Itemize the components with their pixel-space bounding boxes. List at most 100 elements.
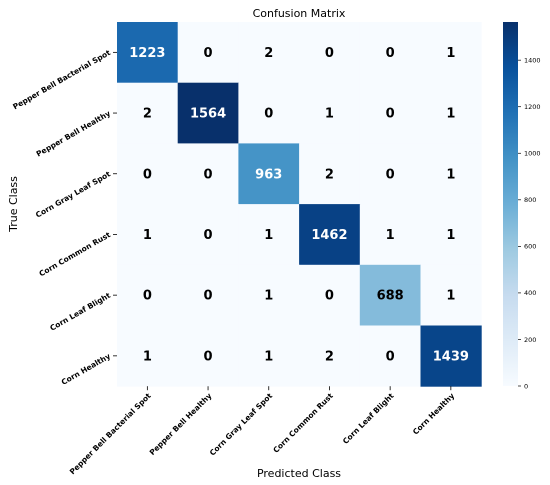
heatmap-cell [299, 82, 361, 144]
x-tick-label: Pepper Bell Bacterial Spot [68, 391, 153, 476]
heatmap-cell [177, 204, 239, 266]
heatmap-cell [177, 143, 239, 205]
cell-value: 1 [264, 349, 273, 364]
colorbar-tick-label: 600 [524, 243, 536, 251]
cell-value: 688 [377, 289, 404, 304]
cell-value: 2 [325, 349, 334, 364]
heatmap-cell [420, 143, 482, 205]
cell-value: 0 [204, 349, 213, 364]
heatmap-cell [238, 204, 300, 266]
colorbar-gradient [503, 22, 518, 386]
heatmap-cell [117, 204, 179, 266]
heatmap-cell [177, 22, 239, 84]
heatmap-cell [117, 143, 179, 205]
heatmap-cell [299, 264, 361, 326]
colorbar-tick-label: 1200 [524, 103, 541, 111]
heatmap-cell [359, 204, 421, 266]
heatmap-cell [420, 264, 482, 326]
y-tick-label: Pepper Bell Bacterial Spot [11, 48, 112, 112]
cell-value: 1 [386, 228, 395, 243]
cell-value: 0 [386, 46, 395, 61]
y-axis-label: True Class [7, 176, 20, 233]
heatmap-cell [299, 204, 361, 266]
colorbar-tick-label: 1400 [524, 56, 541, 64]
cell-value: 0 [386, 107, 395, 122]
y-tick-label: Corn Gray Leaf Spot [34, 169, 112, 219]
colorbar-tick-label: 0 [524, 382, 528, 390]
cell-value: 1 [446, 289, 455, 304]
cell-value: 0 [143, 167, 152, 182]
cell-value: 2 [325, 167, 334, 182]
colorbar-tick-label: 1000 [524, 150, 541, 158]
cell-value: 1 [143, 228, 152, 243]
cell-value: 1439 [433, 349, 469, 364]
cell-value: 0 [325, 46, 334, 61]
heatmap-cell [238, 22, 300, 84]
cell-value: 1 [143, 349, 152, 364]
cell-value: 2 [264, 46, 273, 61]
heatmap-cell [117, 325, 179, 387]
x-tick-label: Corn Gray Leaf Spot [208, 391, 275, 458]
heatmap-cell [359, 325, 421, 387]
colorbar-tick-label: 200 [524, 336, 536, 344]
heatmap-cell [299, 143, 361, 205]
cell-value: 0 [325, 289, 334, 304]
cell-value: 1 [325, 107, 334, 122]
heatmap-cell [420, 22, 482, 84]
cell-value: 1462 [311, 228, 347, 243]
heatmap-cell [238, 82, 300, 144]
x-tick-label: Pepper Bell Healthy [148, 391, 214, 457]
heatmap-cell [359, 22, 421, 84]
heatmap-cell [359, 264, 421, 326]
cell-value: 0 [204, 228, 213, 243]
cell-value: 0 [143, 289, 152, 304]
heatmap-cell [359, 143, 421, 205]
heatmap-cell [299, 325, 361, 387]
x-tick-label: Corn Healthy [411, 391, 456, 436]
heatmap-cell [238, 264, 300, 326]
y-tick-label: Pepper Bell Healthy [35, 109, 112, 159]
y-tick-label: Corn Leaf Blight [48, 291, 112, 333]
heatmap-cell [420, 82, 482, 144]
colorbar: 0 200 400 600 800 1000 1200 1400 [503, 22, 541, 390]
cell-value: 0 [204, 167, 213, 182]
cell-value: 0 [204, 46, 213, 61]
heatmap-cell [238, 143, 300, 205]
heatmap-cell [117, 22, 179, 84]
cell-value: 1564 [190, 107, 226, 122]
heatmap-cell [238, 325, 300, 387]
heatmap-cell [420, 325, 482, 387]
y-tick-label: Corn Common Rust [37, 230, 112, 278]
cell-value: 0 [264, 107, 273, 122]
cell-value: 0 [204, 289, 213, 304]
cell-value: 1223 [129, 46, 165, 61]
cell-value: 0 [386, 349, 395, 364]
heatmap-cell [177, 82, 239, 144]
y-tick-label: Corn Healthy [60, 351, 112, 386]
colorbar-tick-label: 800 [524, 196, 536, 204]
heatmap-cell [359, 82, 421, 144]
cell-value: 1 [264, 289, 273, 304]
cell-value: 963 [255, 167, 282, 182]
heatmap-cells: 1223 0 2 0 0 1 2 1564 0 1 0 1 0 0 963 2 0 1 1 0 1 1462 1 1 0 0 1 0 6… [117, 22, 482, 387]
cell-value: 1 [446, 107, 455, 122]
x-tick-label: Corn Leaf Blight [341, 391, 396, 446]
x-axis-label: Predicted Class [257, 467, 341, 480]
colorbar-tick-label: 400 [524, 289, 536, 297]
cell-value: 1 [264, 228, 273, 243]
cell-value: 1 [446, 228, 455, 243]
heatmap-cell [117, 264, 179, 326]
cell-value: 1 [446, 46, 455, 61]
cell-value: 2 [143, 107, 152, 122]
cell-value: 0 [386, 167, 395, 182]
chart-title: Confusion Matrix [253, 7, 346, 20]
heatmap-cell [177, 325, 239, 387]
heatmap-cell [420, 204, 482, 266]
colorbar-ticks: 0 200 400 600 800 1000 1200 1400 [518, 56, 541, 390]
heatmap-cell [177, 264, 239, 326]
cell-value: 1 [446, 167, 455, 182]
x-tick-label: Corn Common Rust [271, 391, 335, 455]
